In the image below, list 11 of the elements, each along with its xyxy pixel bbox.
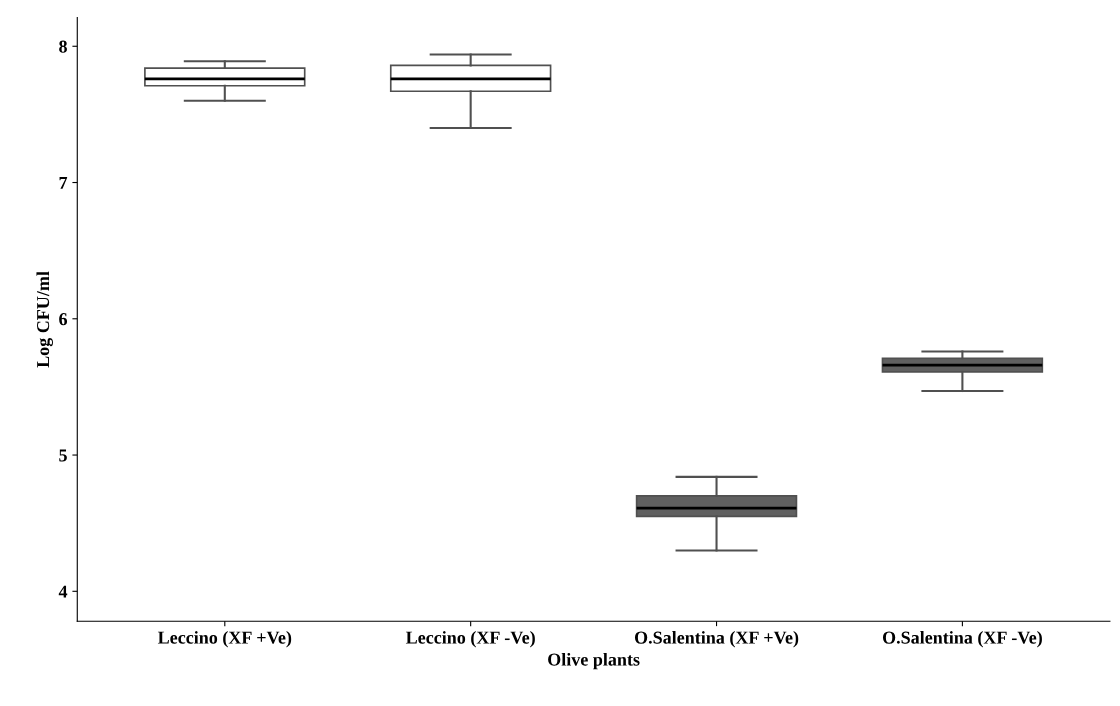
y-tick-label: 5: [59, 449, 67, 462]
y-tick-label: 6: [59, 313, 68, 326]
y-axis-title: Log CFU/ml: [36, 271, 53, 368]
x-axis-title: Olive plants: [548, 652, 640, 670]
y-tick-label: 8: [59, 40, 67, 53]
y-tick-label: 7: [59, 176, 68, 189]
x-tick-label: Leccino (XF -Ve): [405, 631, 535, 648]
x-tick-label: O.Salentina (XF +Ve): [634, 631, 799, 648]
x-tick-label: Leccino (XF +Ve): [157, 631, 292, 648]
x-tick-label: O.Salentina (XF -Ve): [882, 631, 1042, 648]
y-tick-label: 4: [58, 585, 68, 598]
